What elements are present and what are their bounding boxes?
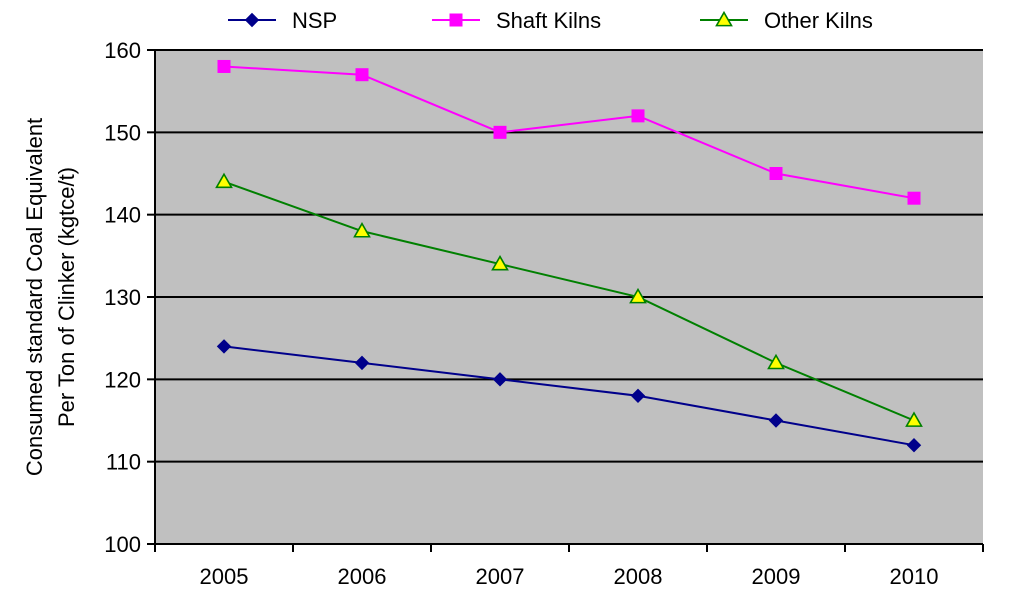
y-tick-label: 100 <box>104 532 141 557</box>
data-point <box>769 167 783 180</box>
tick-labels: 100 110 120 130 140 150 160 2005 2006 2007 2008 200… <box>104 38 938 589</box>
legend-marker <box>715 10 733 27</box>
legend-item: Other Kilns <box>700 8 873 33</box>
series-line <box>223 180 915 422</box>
x-tick-label: 2009 <box>752 564 801 589</box>
data-point <box>355 68 369 82</box>
y-axis-title-line-1: Consumed standard Coal Equivalent <box>22 118 47 476</box>
legend-marker <box>244 12 260 28</box>
series-line <box>223 65 915 200</box>
series-other-kilns <box>215 172 923 427</box>
data-point <box>353 222 371 238</box>
data-point <box>354 355 370 371</box>
legend-item: Shaft Kilns <box>432 8 601 33</box>
data-point <box>767 353 785 370</box>
series-nsp <box>216 339 922 453</box>
data-point <box>906 437 922 453</box>
legend-label: Shaft Kilns <box>496 8 601 33</box>
gridlines <box>155 49 983 463</box>
x-tick-label: 2005 <box>200 564 249 589</box>
x-tick-label: 2006 <box>338 564 387 589</box>
legend-marker <box>449 13 463 27</box>
data-point <box>629 287 647 304</box>
data-point <box>492 372 508 387</box>
data-point <box>907 191 921 205</box>
data-point <box>215 172 233 189</box>
legend: NSP Shaft Kilns Other Kilns <box>228 8 873 33</box>
x-tick-label: 2007 <box>476 564 525 589</box>
axes <box>147 49 984 552</box>
y-tick-label: 130 <box>104 285 141 310</box>
series-line <box>223 345 915 447</box>
data-point <box>491 254 509 271</box>
y-tick-label: 150 <box>104 120 141 145</box>
y-tick-label: 160 <box>104 38 141 63</box>
data-point <box>630 388 646 404</box>
x-tick-label: 2010 <box>890 564 939 589</box>
data-point <box>631 109 645 123</box>
data-point <box>905 411 923 427</box>
data-point <box>493 125 507 139</box>
legend-label: Other Kilns <box>764 8 873 33</box>
y-tick-label: 120 <box>104 367 141 392</box>
y-tick-label: 110 <box>106 450 141 475</box>
data-series <box>215 59 923 453</box>
y-tick-label: 140 <box>104 203 141 228</box>
legend-item: NSP <box>228 8 337 33</box>
legend-label: NSP <box>292 8 337 33</box>
data-point <box>216 339 232 354</box>
data-point <box>768 413 784 428</box>
series-shaft-kilns <box>217 59 921 205</box>
data-point <box>217 59 231 73</box>
x-tick-label: 2008 <box>614 564 663 589</box>
y-axis-title-line-2: Per Ton of Clinker (kgtce/t) <box>54 167 79 427</box>
